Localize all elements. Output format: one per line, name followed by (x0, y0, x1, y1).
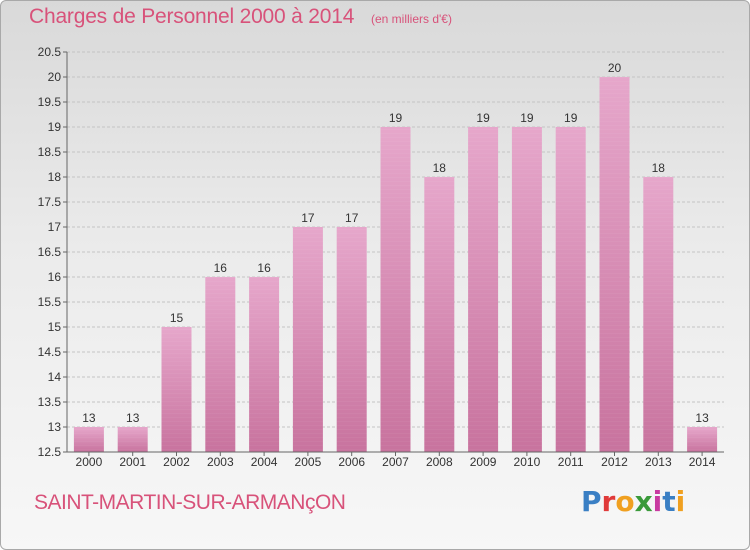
logo-letter: i (652, 485, 663, 518)
bar-texture (380, 127, 411, 452)
x-tick-label: 2005 (295, 455, 322, 469)
x-tick-label: 2014 (689, 455, 716, 469)
y-tick-label: 18.5 (38, 145, 62, 159)
y-tick-label: 16.5 (38, 245, 62, 259)
data-label: 18 (652, 161, 666, 175)
x-tick-label: 2004 (251, 455, 278, 469)
x-tick-label: 2007 (382, 455, 409, 469)
bar-texture (161, 327, 192, 452)
logo-letter: x (634, 485, 653, 518)
axis-layer (63, 51, 724, 456)
bar-texture (599, 77, 630, 452)
proxiti-logo[interactable]: Proxiti (581, 485, 685, 518)
bar-texture (468, 127, 499, 452)
bar-texture (292, 227, 323, 452)
label-layer: 12.5 13 13.5 14 14.5 15 15.5 16 16.5 17 17.5 18 18.5… (38, 45, 716, 469)
bar-texture (643, 177, 674, 452)
x-tick-label: 2003 (207, 455, 234, 469)
x-tick-label: 2013 (645, 455, 672, 469)
y-tick-label: 20.5 (38, 45, 62, 59)
x-tick-label: 2009 (470, 455, 497, 469)
data-label: 19 (389, 111, 403, 125)
x-tick-label: 2006 (338, 455, 365, 469)
y-tick-label: 14 (48, 370, 62, 384)
x-tick-label: 2010 (514, 455, 541, 469)
logo-letter: i (675, 485, 686, 518)
data-label: 17 (345, 211, 359, 225)
x-tick-label: 2008 (426, 455, 453, 469)
commune-name: SAINT-MARTIN-SUR-ARMANçON (34, 491, 346, 514)
logo-letter: P (581, 485, 602, 518)
bar-texture (511, 127, 542, 452)
data-label: 19 (564, 111, 578, 125)
data-label: 19 (520, 111, 534, 125)
y-tick-label: 15 (48, 320, 62, 334)
x-tick-label: 2012 (601, 455, 628, 469)
x-tick-label: 2011 (558, 455, 584, 469)
bar-texture (687, 427, 718, 452)
data-label: 17 (301, 211, 315, 225)
bar-texture (205, 277, 236, 452)
bar-texture (555, 127, 586, 452)
bar-texture (424, 177, 455, 452)
y-tick-label: 13.5 (38, 395, 62, 409)
y-tick-label: 15.5 (38, 295, 62, 309)
data-label: 15 (170, 311, 184, 325)
bar-layer (73, 77, 718, 452)
x-tick-label: 2001 (119, 455, 146, 469)
bar-texture (249, 277, 280, 452)
logo-letter: r (601, 485, 616, 518)
y-tick-label: 19.5 (38, 95, 62, 109)
y-tick-label: 19 (48, 120, 62, 134)
data-label: 13 (695, 411, 709, 425)
y-tick-label: 18 (48, 170, 62, 184)
data-label: 20 (608, 61, 622, 75)
y-tick-label: 17.5 (38, 195, 62, 209)
logo-letter: t (662, 485, 676, 518)
y-tick-label: 17 (48, 220, 62, 234)
data-label: 13 (82, 411, 96, 425)
bar-texture (73, 427, 104, 452)
x-tick-label: 2000 (76, 455, 103, 469)
data-label: 19 (476, 111, 490, 125)
bar-texture (117, 427, 148, 452)
chart-title: Charges de Personnel 2000 à 2014 (29, 5, 355, 28)
data-label: 18 (433, 161, 447, 175)
bar-texture (336, 227, 367, 452)
y-tick-label: 20 (48, 70, 62, 84)
y-tick-label: 13 (48, 420, 62, 434)
y-tick-label: 14.5 (38, 345, 62, 359)
y-tick-label: 16 (48, 270, 62, 284)
y-tick-label: 12.5 (38, 445, 62, 459)
data-label: 16 (214, 261, 228, 275)
chart-unit: (en milliers d'€) (371, 12, 452, 26)
data-label: 16 (257, 261, 271, 275)
logo-letter: o (615, 485, 635, 518)
x-tick-label: 2002 (163, 455, 190, 469)
data-label: 13 (126, 411, 140, 425)
